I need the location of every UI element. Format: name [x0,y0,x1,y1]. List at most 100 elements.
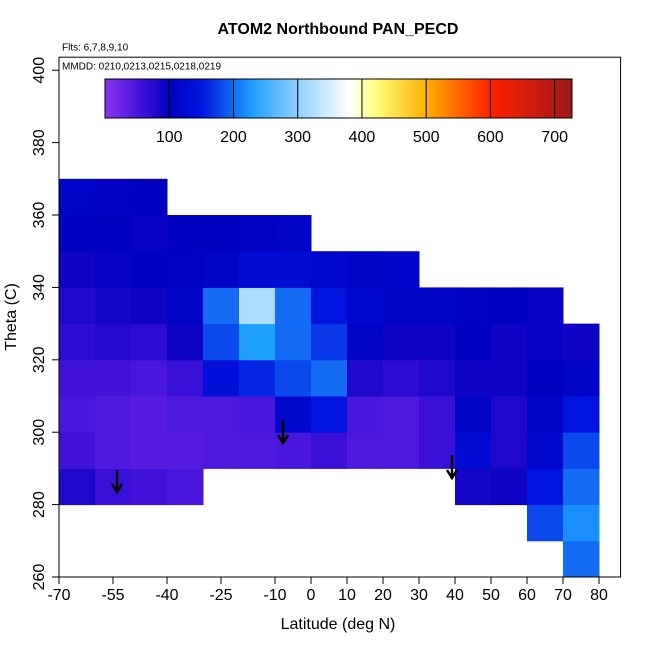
heatmap-cell [275,287,312,325]
heatmap-cell [455,468,492,506]
x-tick-label: 20 [374,587,392,604]
x-tick-label: 60 [518,587,536,604]
heatmap-cell [203,432,240,469]
heatmap-cell [203,251,240,288]
heatmap-cell [239,323,276,361]
heatmap-cell [239,215,276,252]
x-tick-label: -10 [263,587,286,604]
heatmap-cell [167,287,204,325]
colorbar-tick-label: 200 [220,129,247,146]
y-tick-label: 340 [31,274,48,301]
y-tick-label: 280 [31,491,48,518]
heatmap-cell [383,287,420,325]
heatmap-cell [95,215,132,252]
heatmap-cell [311,287,348,325]
heatmap-cell [347,287,384,325]
heatmap-cell [203,359,240,397]
heatmap-cell [419,432,456,469]
heatmap-cell [347,432,384,469]
heatmap-cell [131,432,168,469]
heatmap-cell [383,323,420,361]
heatmap-cell [203,287,240,325]
heatmap-cell [419,359,456,397]
heatmap-cell [95,359,132,397]
x-tick-label: 40 [446,587,464,604]
heatmap-cell [239,251,276,288]
heatmap-cell [131,396,168,433]
annotation: MMDD: 0210,0213,0215,0218,0219 [62,62,221,73]
heatmap-cell [563,504,600,542]
heatmap-cell [491,468,528,506]
x-tick-label: 70 [554,587,572,604]
y-tick-label: 300 [31,419,48,446]
heatmap-cell [95,287,132,325]
heatmap-cell [95,323,132,361]
heatmap-cell [347,251,384,288]
heatmap-cell [491,396,528,433]
heatmap-cell [383,396,420,433]
heatmap-cell [347,396,384,433]
heatmap-cell [131,215,168,252]
heatmap-cell [59,178,96,216]
x-tick-label: 80 [590,587,608,604]
heatmap-cell [563,396,600,433]
heatmap-cell [527,396,564,433]
heatmap-cell [527,504,564,542]
heatmap-cell [275,323,312,361]
heatmap-cell [383,432,420,469]
x-tick-label: 0 [307,587,316,604]
heatmap-cell [131,178,168,216]
plot-frame [58,56,622,578]
chart-title: ATOM2 Northbound PAN_PECD [218,21,459,38]
heatmap-cell [59,287,96,325]
annotation: Flts: 6,7,8,9,10 [62,43,129,54]
arrows [110,420,459,495]
x-tick-label: -40 [155,587,178,604]
heatmap-cell [563,359,600,397]
heatmap-cells [59,178,600,578]
heatmap-cell [311,396,348,433]
heatmap-cell [275,359,312,397]
heatmap-cell [527,432,564,469]
heatmap-cell [275,215,312,252]
heatmap-cell [275,396,312,433]
heatmap-cell [131,323,168,361]
heatmap-cell [95,396,132,433]
heatmap-cell [527,323,564,361]
heatmap-cell [419,396,456,433]
heatmap-cell [59,251,96,288]
heatmap-cell [239,359,276,397]
heatmap-cell [239,396,276,433]
heatmap-cell [491,323,528,361]
heatmap-cell [59,323,96,361]
heatmap-cell [239,432,276,469]
heatmap-cell [275,251,312,288]
heatmap-cell [527,468,564,506]
heatmap-cell [563,468,600,506]
heatmap-cell [347,359,384,397]
heatmap-cell [203,396,240,433]
heatmap-cell [563,323,600,361]
heatmap-cell [59,215,96,252]
heatmap-cell [311,323,348,361]
heatmap-cell [455,432,492,469]
heatmap-cell [131,359,168,397]
heatmap-cell [203,215,240,252]
colorbar-tick-label: 700 [541,129,568,146]
x-tick-label: 30 [410,587,428,604]
heatmap-cell [59,359,96,397]
y-tick-label: 400 [31,57,48,84]
arrow [276,420,290,446]
heatmap-cell [203,323,240,361]
heatmap-cell [563,432,600,469]
colorbar-tick-label: 100 [156,129,183,146]
heatmap-cell [131,251,168,288]
heatmap-cell [59,396,96,433]
arrow [110,470,124,495]
heatmap-cell [167,323,204,361]
colorbar-tick-label: 300 [284,129,311,146]
heatmap-cell [455,287,492,325]
x-tick-label: -25 [209,587,232,604]
heatmap-cell [419,287,456,325]
